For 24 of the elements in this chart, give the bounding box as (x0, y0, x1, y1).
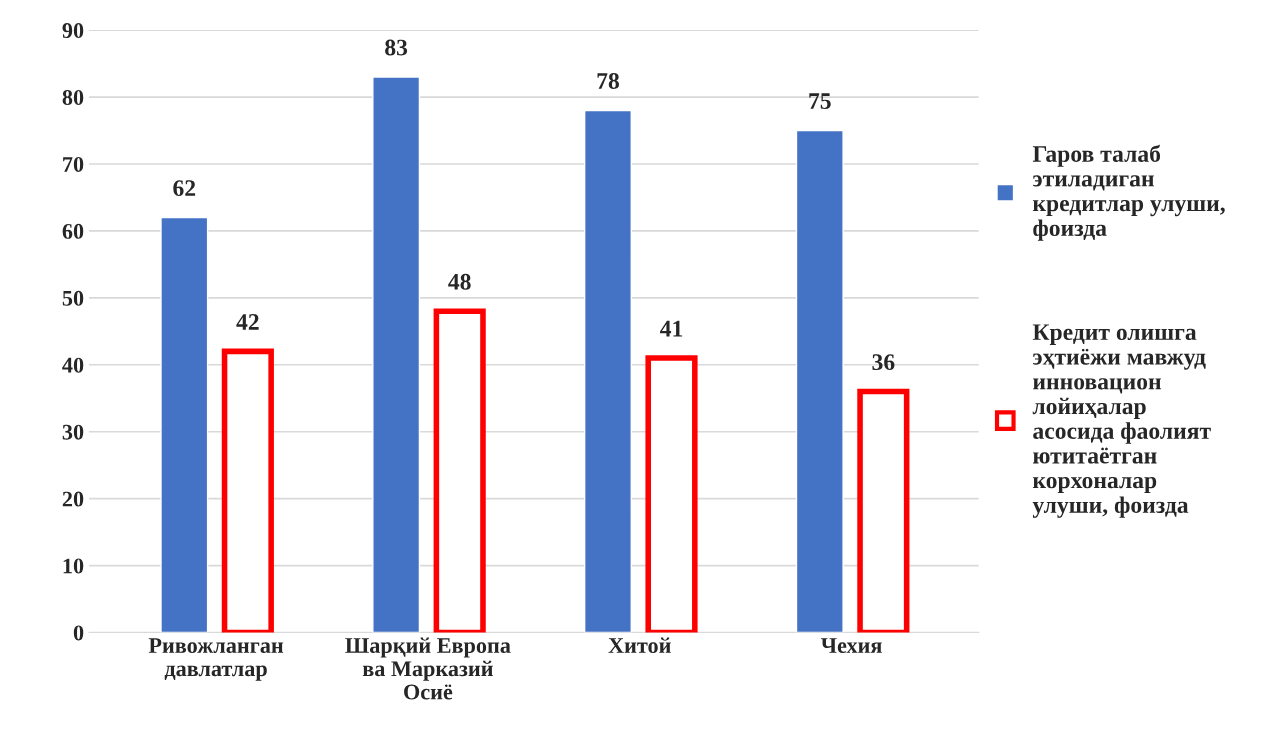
y-tick-label: 10 (63, 558, 84, 574)
y-tick-label: 40 (62, 357, 84, 373)
data-label: 62 (173, 180, 196, 197)
y-tick-label: 0 (73, 625, 84, 641)
y-tick-label: 20 (62, 491, 84, 507)
x-tick-label: Хитой (608, 637, 671, 654)
data-label: 83 (385, 39, 408, 56)
data-label: 36 (872, 354, 895, 371)
data-label: 42 (236, 314, 259, 330)
x-tick-label: Чехия (821, 638, 882, 654)
data-label: 48 (448, 273, 471, 290)
y-tick-label: 90 (62, 23, 84, 39)
x-tick-label: Ривожланган давлатлар (148, 638, 284, 681)
legend-label: Кредит олишга эҳтиёжи мавжуд инновацион лойиҳалар асосида фаолият ютитаётган корхоналар улуши, фоизда (1032, 324, 1211, 518)
y-tick-label: 60 (62, 223, 84, 239)
y-tick-label: 80 (62, 89, 84, 105)
x-tick-label: Шарқий Европа ва Марказий Осиё (345, 637, 511, 700)
data-label: 78 (597, 73, 619, 89)
y-tick-label: 70 (63, 156, 84, 172)
y-tick-label: 30 (62, 424, 84, 440)
y-tick-label: 50 (62, 290, 84, 306)
data-label: 75 (809, 93, 831, 110)
legend-label: Гаров талаб этиладиган кредитлар улуши, фоизда (1032, 144, 1225, 241)
data-label: 41 (660, 320, 683, 337)
